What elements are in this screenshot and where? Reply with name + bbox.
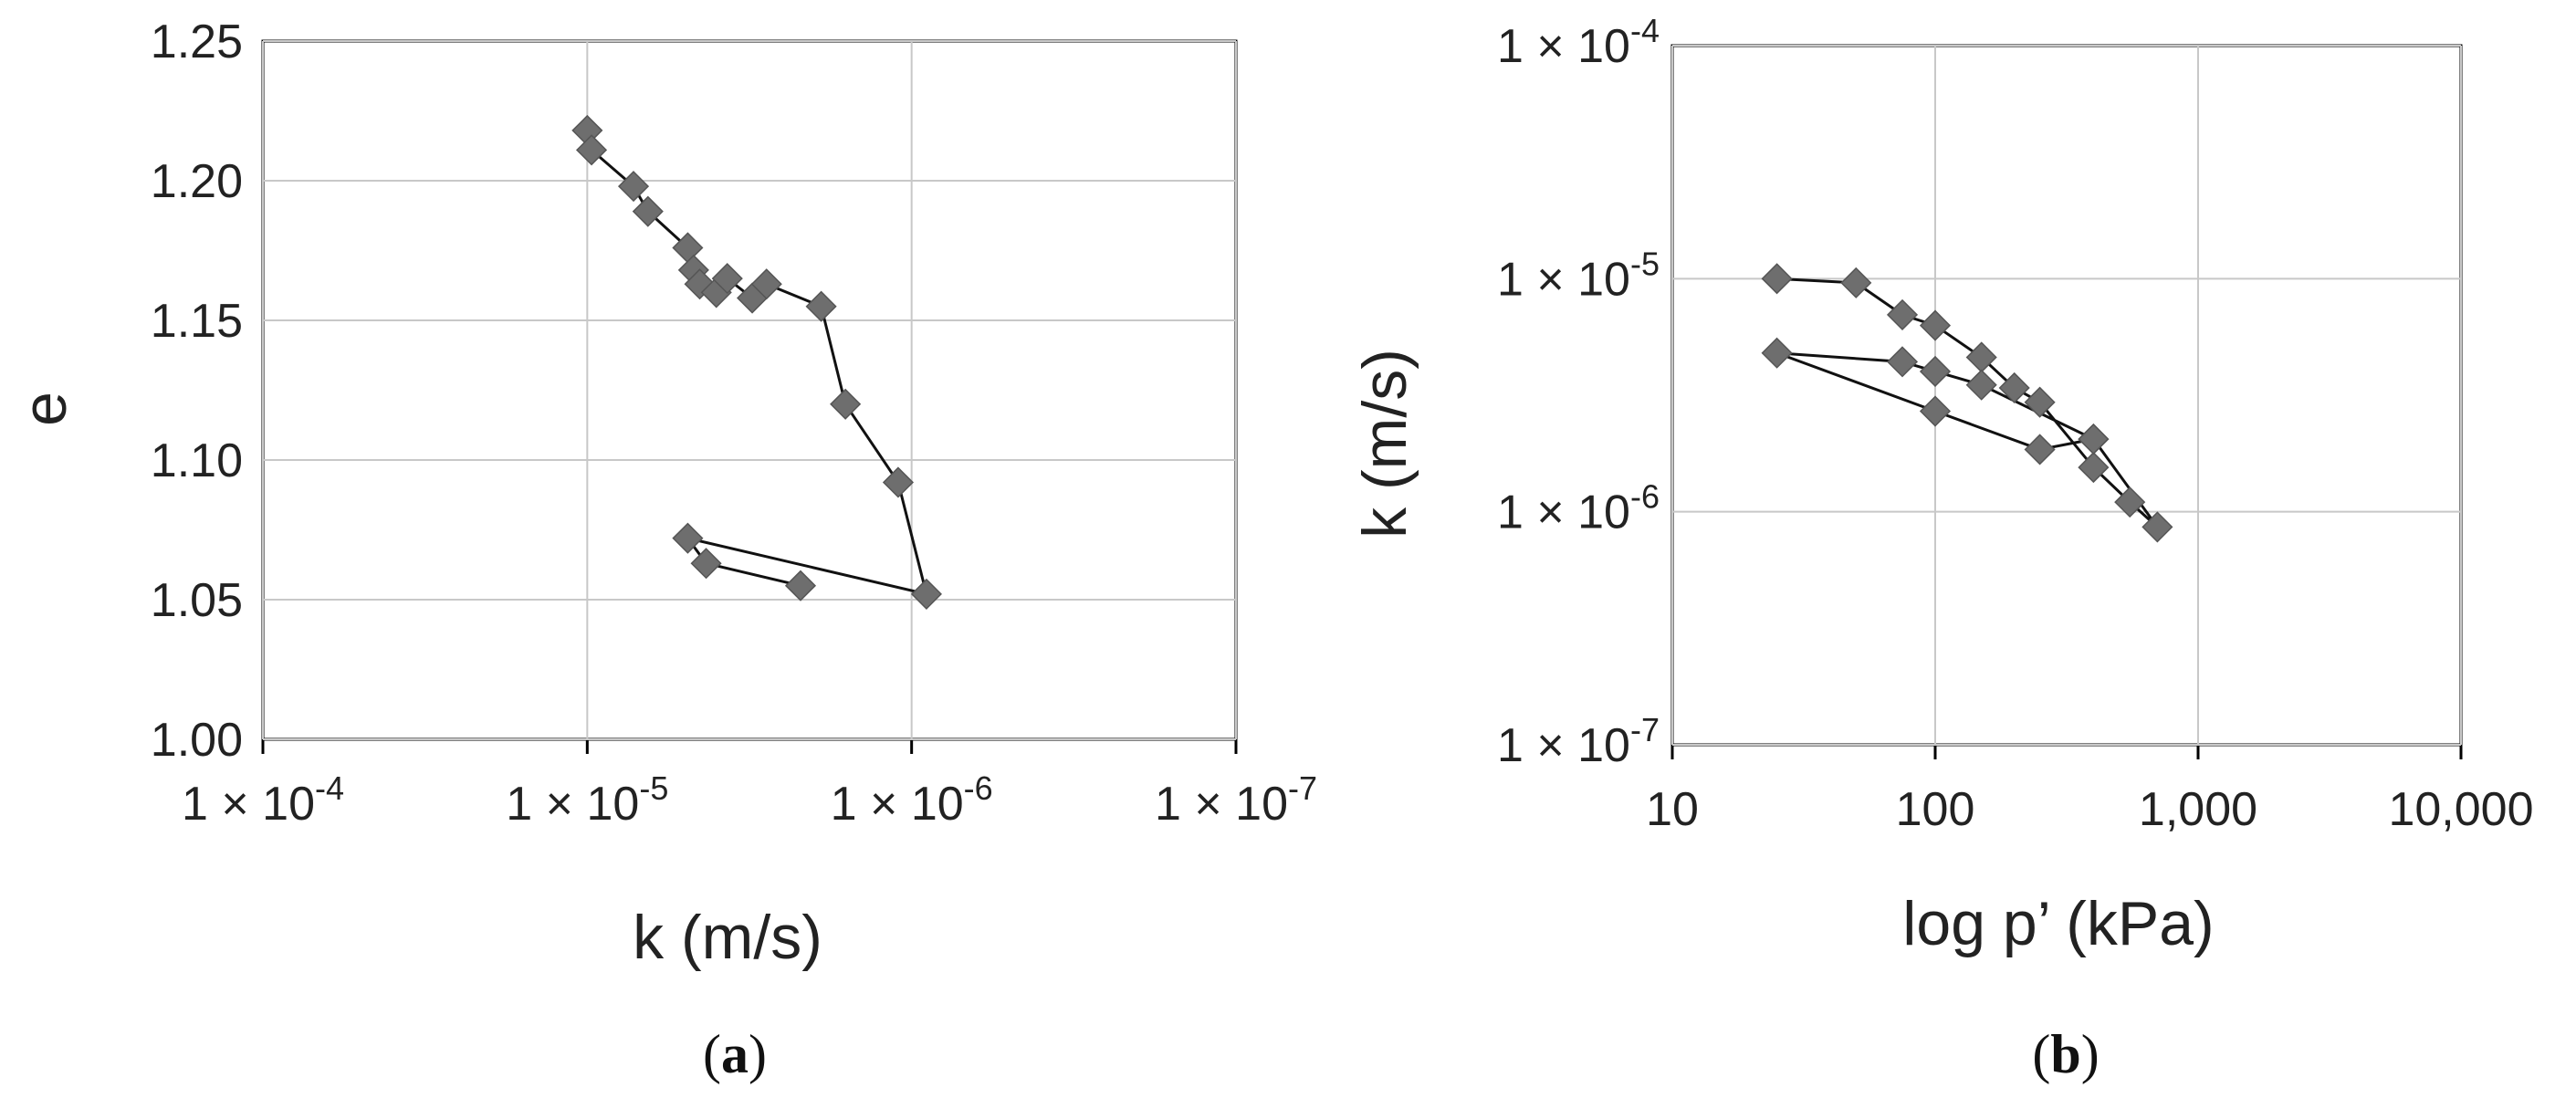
x-tick-label: 10 <box>1646 783 1699 836</box>
data-point <box>750 268 782 300</box>
data-point <box>1761 263 1793 295</box>
y-tick-label: 1 × 10-7 <box>1497 711 1660 772</box>
data-point <box>617 171 650 203</box>
y-tick-label-base: 1 × 10 <box>1497 253 1630 306</box>
y-tick-label-base: 1 × 10 <box>1497 719 1630 772</box>
x-tick-label-exponent: -7 <box>1288 769 1317 807</box>
y-tick-label: 1 × 10-4 <box>1497 12 1660 73</box>
y-tick-label: 1 × 10-6 <box>1497 478 1660 539</box>
x-tick-label: 1,000 <box>2139 783 2257 836</box>
data-point <box>690 548 722 580</box>
x-tick-label: 1 × 10-6 <box>831 769 993 831</box>
data-point <box>830 388 862 420</box>
data-point <box>1919 309 1952 341</box>
panel-a-label: a <box>721 1024 749 1084</box>
data-point <box>1886 298 1919 330</box>
x-tick-label: 1 × 10-5 <box>506 769 668 831</box>
panel-b-ylabel: k (m/s) <box>1350 349 1419 539</box>
data-point <box>910 578 942 610</box>
data-point <box>805 290 837 322</box>
data-point <box>1886 346 1919 378</box>
data-point <box>2141 511 2173 543</box>
panel-a-chart: 1 × 10-4 1 × 10-5 1 × 10-6 1 × 10-71.001.05… <box>10 16 1317 1084</box>
y-tick-label: 1 × 10-5 <box>1497 245 1660 306</box>
y-tick-label-exponent: -4 <box>1630 12 1660 49</box>
y-tick-label-exponent: -6 <box>1630 478 1660 516</box>
panel-b-caption: (b) <box>2032 1024 2099 1084</box>
y-tick-label-exponent: -7 <box>1630 711 1660 748</box>
x-tick-label-exponent: -6 <box>964 769 993 807</box>
data-point <box>575 134 608 166</box>
panel-b-label: b <box>2050 1024 2080 1084</box>
data-point <box>711 263 743 295</box>
data-point <box>1840 267 1872 298</box>
x-tick-label-base: 1 × 10 <box>831 778 964 831</box>
x-tick-label-exponent: -5 <box>639 769 668 807</box>
data-point <box>784 570 817 601</box>
x-tick-label-exponent: -4 <box>315 769 344 807</box>
y-tick-label-base: 1 × 10 <box>1497 486 1630 539</box>
x-tick-label: 1 × 10-4 <box>182 769 344 831</box>
panel-a-xlabel: k (m/s) <box>633 903 822 972</box>
x-tick-label: 100 <box>1896 783 1975 836</box>
data-point <box>1761 337 1793 369</box>
data-point <box>672 522 704 554</box>
panel-a-grid <box>261 40 1238 754</box>
data-point <box>2078 424 2110 455</box>
y-tick-label: 1.25 <box>151 16 243 68</box>
data-point <box>2024 434 2056 465</box>
data-point <box>1919 395 1952 427</box>
panel-a-ticks: 1 × 10-4 1 × 10-5 1 × 10-6 1 × 10-71.001.05… <box>151 16 1317 831</box>
x-tick-label: 1 × 10-7 <box>1155 769 1317 831</box>
y-tick-label: 1.00 <box>151 714 243 767</box>
data-point <box>2024 386 2056 418</box>
x-tick-label-base: 1 × 10 <box>506 778 639 831</box>
y-tick-label: 1.20 <box>151 155 243 208</box>
panel-a-plot-area <box>261 39 1238 741</box>
x-tick-label-base: 1 × 10 <box>1155 778 1288 831</box>
y-tick-label-exponent: -5 <box>1630 245 1660 282</box>
panel-a-caption: (a) <box>703 1024 767 1084</box>
y-tick-label: 1.10 <box>151 434 243 487</box>
data-point <box>1965 369 1997 401</box>
x-tick-label-base: 1 × 10 <box>182 778 315 831</box>
panel-a-series <box>571 114 942 610</box>
panel-b-series <box>1761 263 2173 543</box>
y-tick-label: 1.15 <box>151 295 243 348</box>
panel-b-xlabel: log p’ (kPa) <box>1902 889 2214 958</box>
data-point <box>882 466 915 498</box>
panel-a-ylabel: e <box>10 392 79 426</box>
data-point <box>2078 452 2110 484</box>
data-point <box>1998 371 2030 404</box>
x-tick-label: 10,000 <box>2388 783 2533 836</box>
panel-b-plot-area <box>1670 44 2463 747</box>
y-tick-label-base: 1 × 10 <box>1497 20 1630 73</box>
data-point <box>632 195 664 227</box>
data-point <box>1919 355 1952 388</box>
y-tick-label: 1.05 <box>151 574 243 627</box>
data-point <box>2114 486 2146 518</box>
panel-b-grid <box>1670 45 2463 759</box>
